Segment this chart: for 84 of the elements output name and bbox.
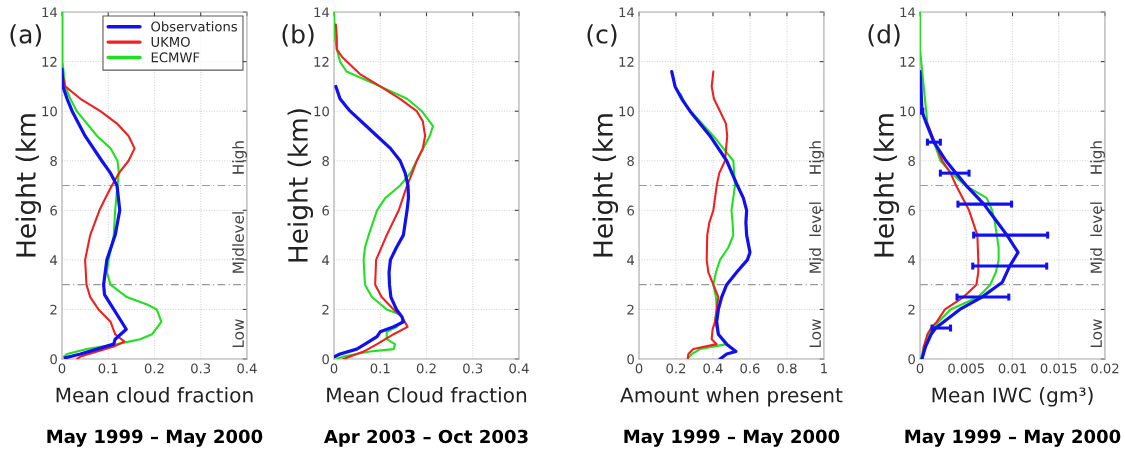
y-tick-label: 12 (900, 56, 915, 67)
x-axis-title: Mean Cloud fraction (327, 387, 527, 403)
y-tick-label: 2 (908, 304, 915, 315)
y-axis-title: Height (km (15, 114, 42, 257)
chart-title: (d) (868, 24, 900, 47)
annotation: Low (232, 319, 244, 348)
x-axis-title: Mean cloud fraction (56, 387, 253, 403)
x-tick-label: 0.6 (740, 363, 760, 374)
annotation: Mid level (809, 202, 821, 273)
x-tick-label: 0 (916, 363, 924, 374)
annotation: High (1090, 141, 1105, 174)
y-axis-title: Height (km (873, 114, 900, 257)
y-axis-title: Height (km) (287, 109, 314, 262)
x-tick-label: 0.2 (144, 363, 164, 374)
x-tick-label: 0 (635, 363, 643, 374)
y-tick-label: 4 (50, 255, 58, 265)
x-tick-label: 0.02 (1091, 363, 1119, 374)
x-tick-label: 0.015 (1040, 363, 1077, 374)
y-tick-label: 12 (314, 56, 329, 67)
annotation: Low (809, 319, 821, 348)
y-tick-label: 10 (900, 106, 915, 117)
x-tick-label: 1 (821, 363, 827, 374)
line-series (334, 84, 411, 359)
x-tick-label: 0.1 (98, 363, 118, 374)
y-tick-label: 14 (900, 7, 916, 18)
text: May 1999 – May 2000 (905, 429, 1121, 447)
annotation: High (232, 141, 247, 174)
y-tick-label: 10 (619, 106, 634, 117)
legend-label: UKMO (151, 36, 190, 47)
x-tick-label: 0.4 (703, 363, 723, 374)
y-axis-title: Height (km (592, 114, 619, 257)
legend-label: Observations (151, 21, 238, 32)
y-tick-label: 0 (50, 354, 57, 365)
line-series (670, 69, 752, 360)
x-axis-title: Mean IWC (gm³) (932, 387, 1093, 407)
x-tick-label: 0.4 (509, 363, 529, 374)
y-tick-label: 6 (322, 205, 330, 216)
x-tick-label: 0 (58, 363, 66, 374)
y-tick-label: 2 (627, 304, 634, 315)
x-axis-title: Amount when present (620, 387, 843, 407)
y-tick-label: 14 (619, 7, 635, 18)
y-tick-label: 8 (322, 155, 329, 166)
x-tick-label: 0.1 (370, 363, 390, 374)
y-tick-label: 12 (619, 56, 634, 67)
y-tick-label: 2 (50, 304, 57, 315)
annotation: Midlevel (232, 212, 244, 273)
x-tick-label: 0.3 (463, 363, 483, 374)
chart-title: (c) (587, 24, 617, 47)
y-tick-label: 2 (322, 304, 329, 315)
y-tick-label: 6 (627, 205, 634, 216)
y-tick-label: 0 (908, 354, 915, 365)
y-tick-label: 0 (627, 354, 634, 365)
y-tick-label: 14 (42, 7, 58, 18)
y-tick-label: 6 (50, 205, 57, 216)
line-series (686, 70, 729, 360)
y-tick-label: 4 (627, 255, 635, 265)
chart-title: (b) (282, 24, 314, 47)
annotation: Mid level (1090, 202, 1103, 273)
x-tick-label: 0 (330, 363, 338, 374)
y-tick-label: 12 (42, 56, 57, 67)
y-tick-label: 8 (908, 155, 915, 166)
legend-label: ECMWF (151, 52, 200, 63)
text: May 1999 – May 2000 (624, 429, 840, 447)
x-tick-label: 0.4 (237, 363, 257, 374)
y-tick-label: 10 (42, 106, 57, 117)
x-tick-label: 0.2 (666, 363, 686, 374)
y-tick-label: 0 (322, 354, 329, 365)
x-tick-label: 0.3 (191, 363, 211, 374)
x-tick-label: 0.2 (416, 363, 436, 374)
text: May 1999 – May 2000 (47, 429, 263, 447)
annotation: Low (1090, 319, 1103, 348)
y-tick-label: 8 (50, 155, 57, 166)
x-tick-label: 0.01 (998, 363, 1026, 374)
text: Apr 2003 – Oct 2003 (324, 429, 528, 447)
annotation: High (809, 141, 824, 174)
x-tick-label: 0.005 (948, 363, 984, 374)
y-tick-label: 4 (908, 255, 916, 265)
y-tick-label: 14 (314, 7, 330, 18)
y-tick-label: 4 (322, 255, 330, 265)
y-tick-label: 10 (314, 106, 329, 117)
chart-title: (a) (10, 24, 42, 47)
x-tick-label: 0.8 (777, 363, 797, 374)
y-tick-label: 8 (627, 155, 634, 166)
y-tick-label: 6 (908, 205, 916, 216)
